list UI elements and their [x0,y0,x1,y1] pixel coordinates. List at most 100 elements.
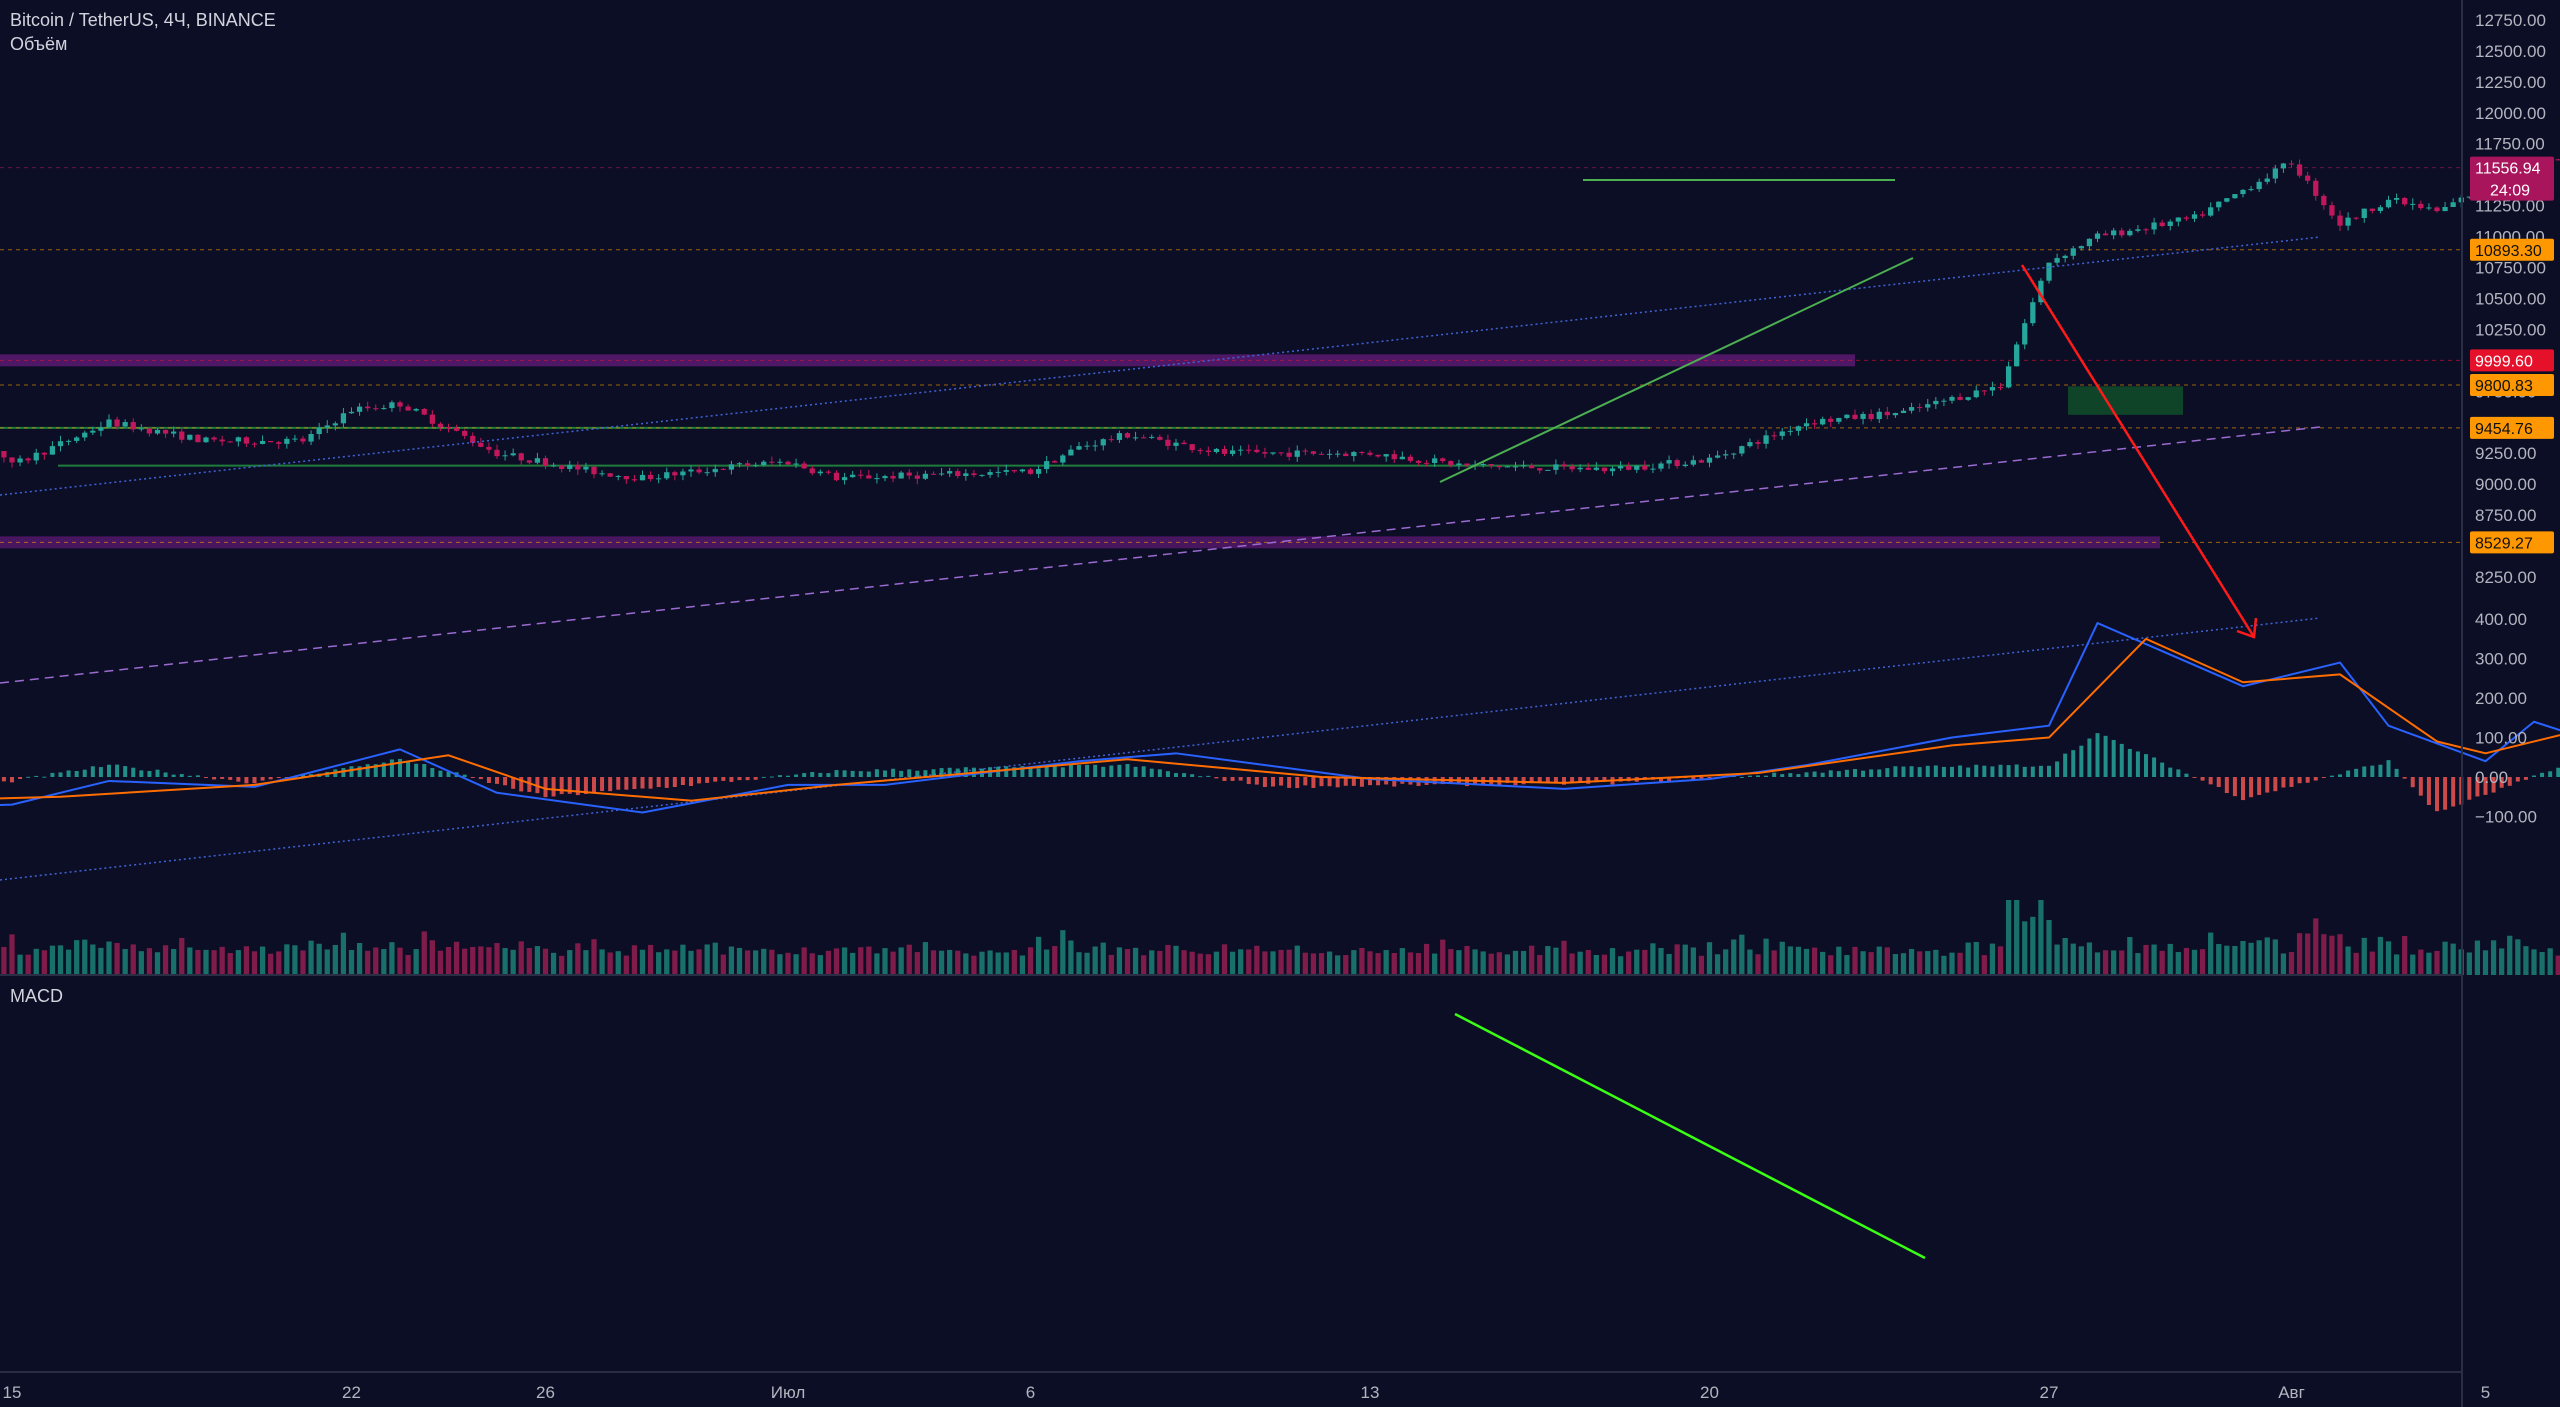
time-axis[interactable]: 152226Июл6132027Авг510172428Се [0,1371,2560,1402]
macd-histogram-bar [398,758,402,777]
candle-body [1448,461,1454,466]
price-tag-bg-0 [2470,156,2554,201]
candle-body [33,452,39,461]
macd-histogram-bar [1764,775,1769,777]
volume-bar [332,944,338,975]
macd-histogram-bar [2475,777,2480,797]
candle-body [1100,439,1106,446]
macd-histogram-bar [1279,777,1284,786]
candle-body [1157,436,1163,440]
candle-body [550,465,557,467]
volume-bar [914,952,920,975]
candle-body [2014,344,2020,367]
forecast-arrow-head [2236,617,2258,639]
candle-body [2094,233,2101,239]
macd-histogram-bar [2079,745,2084,777]
macd-histogram-bar [2224,777,2229,794]
candle-body [308,434,314,442]
volume-bar [1286,949,1292,975]
candle-body [1787,430,1793,432]
volume-bar [235,950,241,975]
volume-bar [2507,935,2513,975]
volume-bar [1561,940,1567,975]
macd-histogram-bar [2499,777,2504,788]
candle-body [74,437,80,441]
volume-bar [1860,951,1866,975]
volume-bar [243,946,250,975]
volume-label[interactable]: Объём [10,34,68,54]
volume-bar [1828,955,1834,975]
macd-histogram-bar [1747,775,1752,777]
volume-bar [1626,951,1632,975]
macd-histogram-bar [2055,761,2060,777]
macd-histogram-bar [2321,777,2326,778]
macd-histogram-bar [244,777,249,784]
symbol-title[interactable]: Bitcoin / TetherUS, 4Ч, BINANCE [10,10,276,30]
volume-bar [25,954,31,975]
macd-histogram-bar [656,777,661,788]
volume-bar [1617,956,1624,975]
target-box [2068,386,2183,415]
volume-bar [284,944,290,975]
candle-body [534,458,541,463]
volume-bar [1407,952,1414,975]
candle-body [437,423,444,428]
macd-histogram-bar [1327,777,1332,787]
drawings-layer[interactable] [0,167,2462,549]
volume-bar [631,945,638,975]
macd-histogram-bar [195,775,200,777]
candle-body [1900,410,1907,414]
volume-bar [1149,950,1155,975]
macd-histogram-bar [1699,777,1704,779]
macd-histogram-bar [236,777,241,782]
candle-body [2393,198,2400,200]
candle-body [2127,230,2133,236]
volume-bar [494,943,500,975]
candle-body [1383,454,1389,457]
candle-body [583,466,589,470]
candle-body [462,430,468,436]
macd-histogram-bar [2184,773,2189,777]
volume-bar [1027,947,1034,975]
volume-bar [203,949,209,975]
candle-body [227,441,233,443]
volume-bar [2119,950,2125,975]
volume-bar [2426,952,2432,975]
volume-bar [922,942,929,975]
candle-body [413,408,419,411]
volume-bar [1019,955,1026,975]
volume-bar [1884,947,1890,975]
candle-body [1270,452,1276,454]
candle-body [785,461,791,465]
macd-histogram-bar [1909,766,1914,777]
macd-histogram-bar [2418,777,2423,796]
volume-bar [1658,948,1664,975]
candle-body [276,442,282,444]
macd-label[interactable]: MACD [10,986,63,1006]
macd-histogram-bar [664,777,669,788]
candle-series[interactable] [0,118,2560,485]
macd-histogram-bar [389,759,394,777]
candle-body [98,427,104,431]
volume-bar [858,947,864,975]
time-tick-label: 26 [536,1383,555,1402]
volume-bar [1124,949,1131,975]
candle-body [1682,464,1688,467]
candle-body [971,473,977,476]
macd-histogram-bar [2394,768,2399,777]
volume-bar [82,939,88,975]
macd-histogram-bar [1537,777,1542,783]
candle-body [1731,453,1737,455]
candle-body [623,476,629,480]
trendlines-layer[interactable] [0,179,2321,881]
macd-histogram-bar [1036,768,1041,777]
candle-body [696,469,702,473]
volume-bar [130,944,136,975]
volume-bar [348,950,355,975]
volume-bar [1779,941,1785,975]
macd-histogram-bar [2313,777,2318,781]
macd-histogram-bar [18,777,23,779]
macd-histogram-bar [10,777,14,783]
volume-bar [356,942,363,975]
